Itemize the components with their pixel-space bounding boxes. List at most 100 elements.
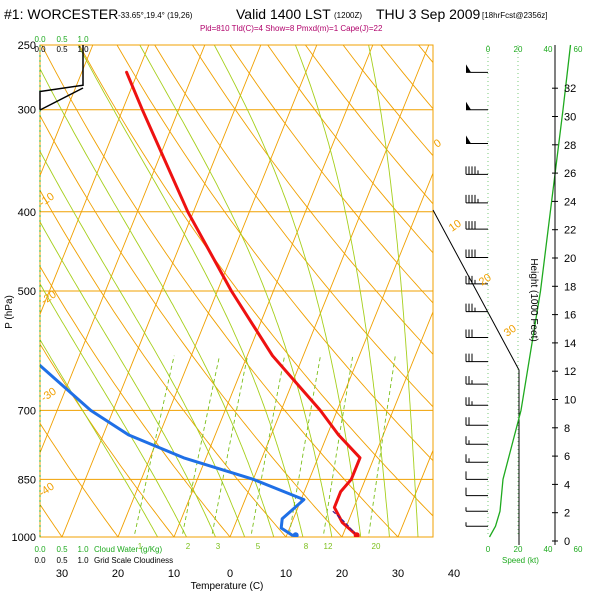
wind-barb (465, 303, 488, 313)
speed-label: Speed (kt) (502, 556, 539, 565)
x-tick-label: 10 (280, 568, 292, 580)
mixing-ratio-label: 5 (256, 542, 261, 551)
mixing-ratio-line (250, 355, 286, 537)
wind-barb-pennant (466, 64, 471, 73)
mixing-ratio-line (181, 355, 220, 537)
forecast-date: THU 3 Sep 2009 (376, 6, 480, 22)
isotherm (285, 171, 433, 537)
wind-barb-pennant (466, 135, 471, 144)
wind-barb (465, 487, 488, 497)
x-tick-label: 10 (168, 568, 180, 580)
wind-barb (465, 454, 488, 463)
cloud-water-tick: 0.5 (56, 545, 68, 554)
thermo-background (40, 45, 600, 537)
mixing-ratio-label: 12 (324, 542, 333, 551)
mixing-ratio-line (288, 355, 321, 537)
dry-adiabat (40, 189, 287, 537)
wind-barb (465, 275, 488, 285)
dry-adiabat (229, 45, 433, 304)
speed-tick: 0 (486, 545, 491, 554)
mixing-ratio-label: 20 (372, 542, 381, 551)
pressure-tick-label: 1000 (12, 532, 36, 544)
height-tick-label: 10 (564, 395, 576, 407)
mixing-ratio-label: 3 (216, 542, 221, 551)
dry-adiabat (304, 45, 433, 205)
speed-tick: 60 (574, 545, 583, 554)
wind-barb (465, 221, 488, 230)
cloudiness-tick: 1.0 (77, 556, 89, 565)
chart-header: #1: WORCESTER -33.65°,19.4° (19,26) Vali… (4, 6, 547, 33)
dry-adiabat (40, 343, 175, 537)
cloud-water-tick: 0.5 (56, 35, 68, 44)
moist-adiabat (40, 338, 159, 537)
wind-barb (465, 353, 488, 363)
dry-adiabat (40, 265, 231, 537)
isotherm (117, 45, 318, 537)
wind-barb (465, 471, 488, 480)
x-tick-label: 30 (392, 568, 404, 580)
cloud-water-tick: 0.0 (34, 545, 46, 554)
height-tick-label: 16 (564, 310, 576, 322)
cloudiness-segment (39, 87, 84, 111)
height-tick-label: 22 (564, 225, 576, 237)
cloud-panel: 0.00.00.50.51.01.00.00.00.50.51.01.0 (34, 35, 89, 565)
isotherm (61, 45, 262, 537)
mixing-ratio-line (133, 355, 175, 537)
wind-panel: 0 20 40 60 0 20 40 60 (465, 44, 583, 554)
isotherm-label: 20 (477, 272, 494, 289)
height-axis-connector (432, 209, 520, 545)
wind-barb (465, 194, 488, 204)
height-tick-label: 32 (564, 83, 576, 95)
speed-tick: 20 (514, 545, 523, 554)
mixing-ratio-line (211, 355, 249, 537)
wind-barb (465, 329, 488, 339)
wind-barb (465, 436, 488, 445)
surface-temperature-point (353, 532, 360, 537)
pressure-tick-label: 400 (18, 207, 36, 219)
wind-barb (465, 249, 488, 259)
profiles (40, 70, 362, 537)
isotherm-label: 0 (432, 137, 444, 150)
x-tick-label: 20 (112, 568, 124, 580)
height-tick-label: 0 (564, 536, 570, 548)
height-tick-label: 8 (564, 423, 570, 435)
height-axis-title: Height (1000 Feet) (528, 258, 539, 341)
dry-adiabat (78, 45, 433, 517)
height-tick-label: 20 (564, 253, 576, 265)
height-tick-label: 6 (564, 451, 570, 463)
valid-time: Valid 1400 LST (236, 6, 331, 22)
height-tick-label: 18 (564, 281, 576, 293)
isotherm (454, 45, 600, 537)
height-tick-label: 24 (564, 196, 576, 208)
height-tick-label: 14 (564, 338, 576, 350)
isotherm (229, 45, 430, 537)
cloud-water-tick: 0.0 (34, 35, 46, 44)
cloud-water-tick: 1.0 (77, 35, 89, 44)
dry-adiabat (154, 45, 433, 408)
wind-barb (465, 417, 488, 426)
speed-tick: 40 (544, 545, 553, 554)
isotherm (40, 45, 150, 316)
cloudiness-line (39, 45, 84, 110)
dry-adiabat (40, 503, 63, 537)
station-title: #1: WORCESTER (4, 6, 118, 22)
cloud-water-tick: 1.0 (77, 545, 89, 554)
isotherm-label: 30 (502, 323, 519, 340)
speed-tick: 40 (544, 45, 553, 54)
dry-adiabat (116, 45, 433, 462)
dry-adiabat (40, 422, 119, 537)
pressure-tick-label: 500 (18, 286, 36, 298)
dry-adiabat (267, 45, 433, 254)
isotherm (40, 45, 206, 455)
grid-cloudiness-label: Grid Scale Cloudiness (94, 556, 173, 565)
pressure-tick-label: 850 (18, 474, 36, 486)
forecast-info: [18hrFcst@2356z] (482, 11, 547, 20)
height-tick-label: 28 (564, 140, 576, 152)
x-tick-label: 20 (336, 568, 348, 580)
moist-adiabat (77, 45, 304, 537)
wind-barb (466, 135, 488, 145)
wind-barb (466, 101, 488, 111)
cloudiness-tick: 0.5 (56, 45, 68, 54)
